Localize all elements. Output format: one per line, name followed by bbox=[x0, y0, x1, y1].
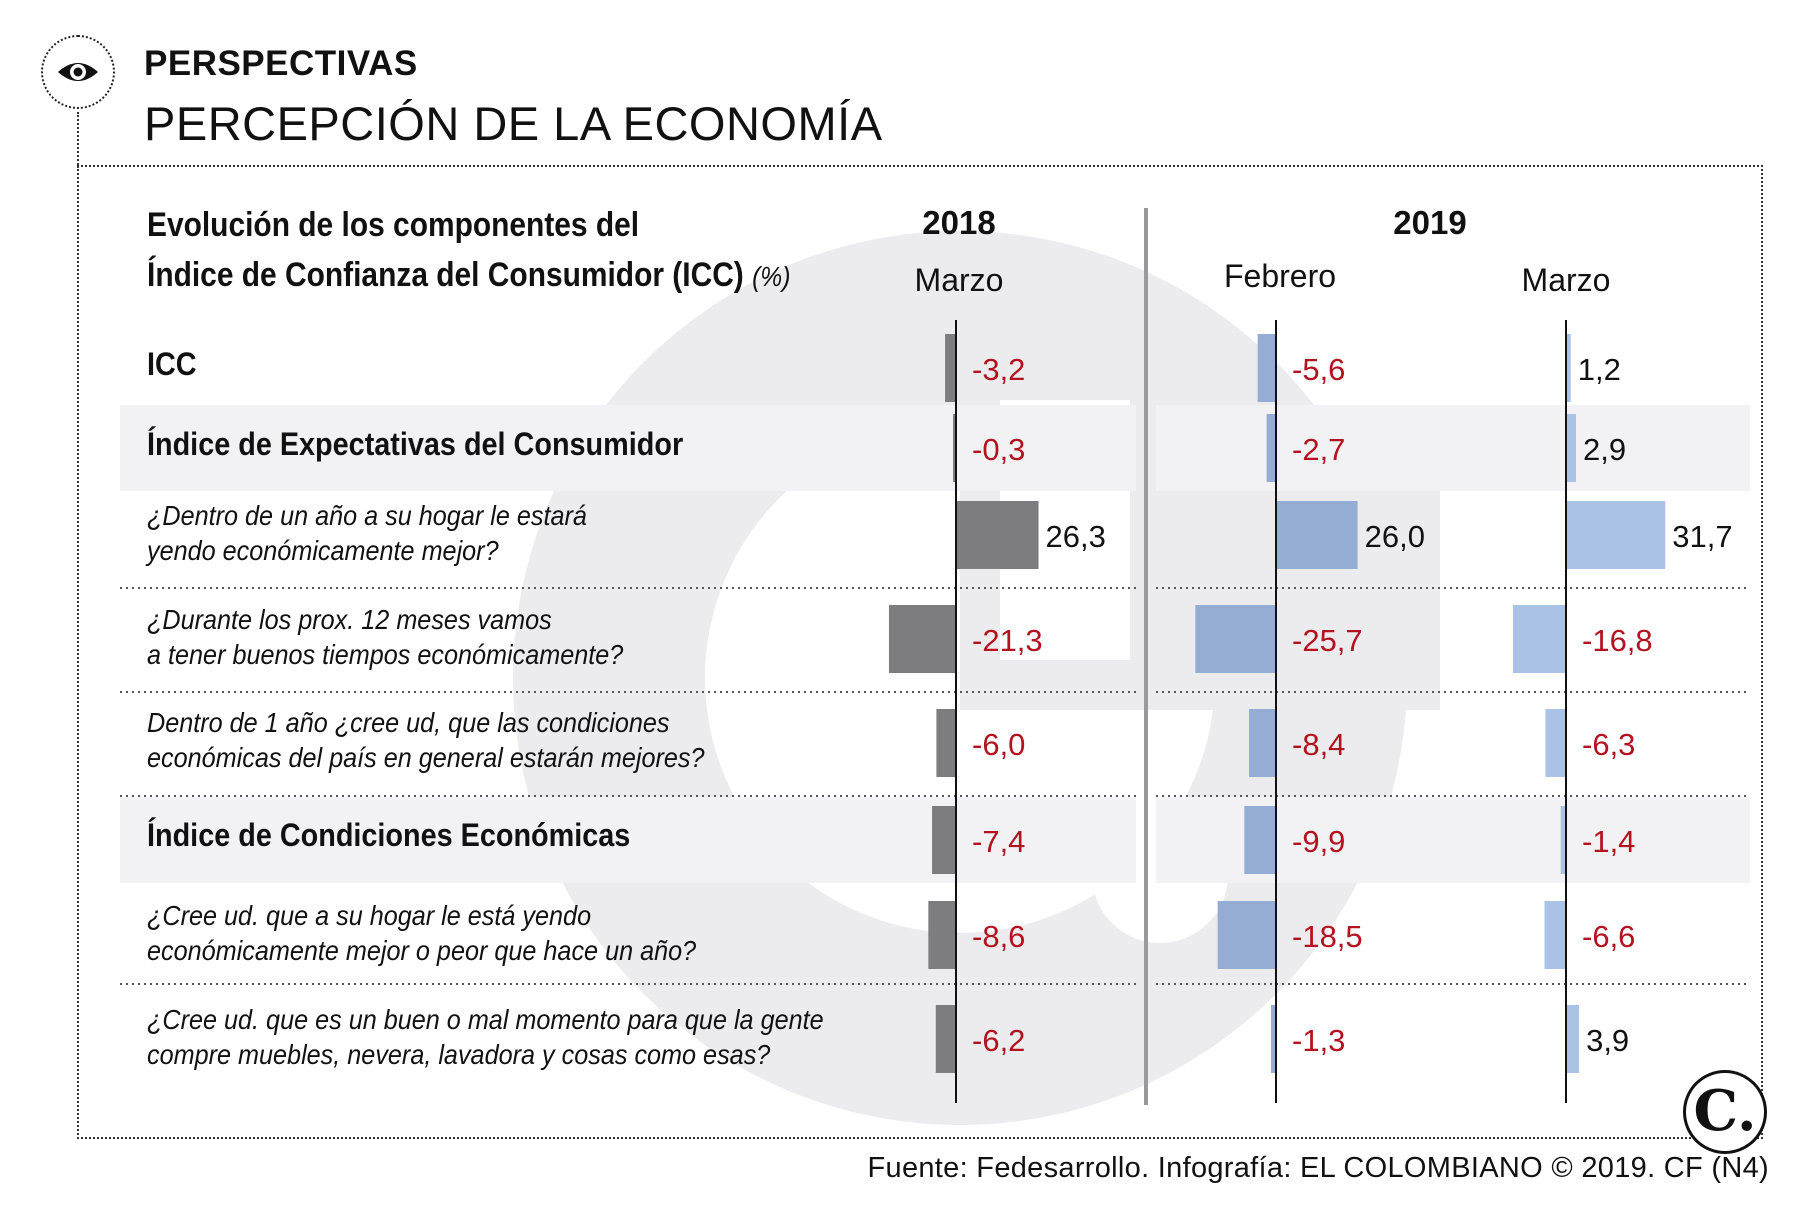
value-label-s2-r1: 2,9 bbox=[1583, 432, 1626, 467]
value-label-s0-r4: -6,0 bbox=[972, 727, 1025, 762]
month-label-marzo-2019: Marzo bbox=[1521, 262, 1611, 298]
chart-unit: (%) bbox=[752, 261, 791, 292]
bar-s1-r6 bbox=[1217, 901, 1275, 969]
header-connector-line bbox=[77, 112, 79, 168]
row-label-line1: Índice de Expectativas del Consumidor bbox=[147, 426, 684, 462]
bar-s0-r5 bbox=[932, 806, 955, 874]
row-label-line1: ¿Cree ud. que a su hogar le está yendo bbox=[147, 900, 592, 931]
bar-s1-r4 bbox=[1248, 709, 1275, 777]
row-label-line2: económicas del país en general estarán m… bbox=[147, 742, 705, 773]
bar-s1-r3 bbox=[1195, 605, 1275, 673]
row-label-line1: Índice de Condiciones Económicas bbox=[147, 817, 631, 853]
bar-s2-r5 bbox=[1560, 806, 1565, 874]
bar-s0-r0 bbox=[945, 334, 955, 402]
row-label-line1: Dentro de 1 año ¿cree ud, que las condic… bbox=[147, 707, 670, 738]
bar-s2-r1 bbox=[1567, 414, 1576, 482]
value-label-s0-r5: -7,4 bbox=[972, 824, 1025, 859]
value-label-s2-r2: 31,7 bbox=[1672, 519, 1732, 554]
chart-title-line1: Evolución de los componentes del bbox=[147, 206, 640, 244]
bar-s1-r0 bbox=[1257, 334, 1275, 402]
bar-s0-r2 bbox=[957, 501, 1039, 569]
row-label-5: Índice de Condiciones Económicas bbox=[147, 818, 630, 853]
bar-s1-r1 bbox=[1266, 414, 1275, 482]
row-label-1: Índice de Expectativas del Consumidor bbox=[147, 427, 683, 462]
value-label-s2-r0: 1,2 bbox=[1578, 352, 1621, 387]
el-colombiano-logo-icon: C. bbox=[1683, 1070, 1767, 1154]
year-label-2018: 2018 bbox=[922, 204, 996, 241]
eye-icon bbox=[41, 35, 115, 109]
value-label-s1-r3: -25,7 bbox=[1292, 623, 1363, 658]
source-footer: Fuente: Fedesarrollo. Infografía: EL COL… bbox=[867, 1152, 1769, 1184]
value-label-s1-r2: 26,0 bbox=[1365, 519, 1425, 554]
row-label-line1: ¿Cree ud. que es un buen o mal momento p… bbox=[147, 1004, 824, 1035]
bar-s2-r4 bbox=[1545, 709, 1565, 777]
row-label-2: ¿Dentro de un año a su hogar le estará ye… bbox=[147, 498, 587, 568]
row-label-line2: compre muebles, nevera, lavadora y cosas… bbox=[147, 1039, 771, 1070]
bar-s1-r7 bbox=[1270, 1005, 1275, 1073]
value-label-s2-r6: -6,6 bbox=[1582, 919, 1635, 954]
bar-s0-r6 bbox=[928, 901, 955, 969]
bar-s0-r7 bbox=[935, 1005, 955, 1073]
row-label-line2: a tener buenos tiempos económicamente? bbox=[147, 639, 624, 670]
row-label-0: ICC bbox=[147, 347, 197, 382]
row-label-7: ¿Cree ud. que es un buen o mal momento p… bbox=[147, 1002, 824, 1072]
value-label-s0-r2: 26,3 bbox=[1046, 519, 1106, 554]
row-label-line1: ¿Dentro de un año a su hogar le estará bbox=[147, 500, 587, 531]
value-label-s0-r1: -0,3 bbox=[972, 432, 1025, 467]
row-band-5-0 bbox=[120, 797, 1136, 883]
bar-s0-r3 bbox=[888, 605, 955, 673]
bar-s2-r3 bbox=[1512, 605, 1565, 673]
value-label-s2-r3: -16,8 bbox=[1582, 623, 1653, 658]
value-label-s0-r3: -21,3 bbox=[972, 623, 1043, 658]
row-label-4: Dentro de 1 año ¿cree ud, que las condic… bbox=[147, 705, 705, 775]
bar-s2-r6 bbox=[1544, 901, 1565, 969]
row-label-6: ¿Cree ud. que a su hogar le está yendo ec… bbox=[147, 898, 696, 968]
page-title: PERCEPCIÓN DE LA ECONOMÍA bbox=[144, 97, 883, 150]
row-label-line1: ¿Durante los prox. 12 meses vamos bbox=[147, 604, 552, 635]
value-label-s1-r5: -9,9 bbox=[1292, 824, 1345, 859]
row-label-line2: yendo económicamente mejor? bbox=[147, 535, 499, 566]
value-label-s2-r5: -1,4 bbox=[1582, 824, 1635, 859]
row-label-3: ¿Durante los prox. 12 meses vamos a tener… bbox=[147, 602, 623, 672]
value-label-s1-r7: -1,3 bbox=[1292, 1023, 1345, 1058]
year-label-2019: 2019 bbox=[1393, 204, 1467, 241]
bar-s1-r5 bbox=[1244, 806, 1275, 874]
value-label-s2-r7: 3,9 bbox=[1586, 1023, 1629, 1058]
value-label-s0-r0: -3,2 bbox=[972, 352, 1025, 387]
bar-s0-r1 bbox=[953, 414, 955, 482]
chart-title: Evolución de los componentes del Índice … bbox=[147, 200, 790, 302]
section-kicker: PERSPECTIVAS bbox=[144, 44, 418, 83]
row-label-line1: ICC bbox=[147, 346, 197, 382]
row-band-1-1 bbox=[1156, 405, 1750, 491]
row-label-line2: económicamente mejor o peor que hace un … bbox=[147, 935, 697, 966]
value-label-s2-r4: -6,3 bbox=[1582, 727, 1635, 762]
value-label-s1-r0: -5,6 bbox=[1292, 352, 1345, 387]
bar-s2-r0 bbox=[1567, 334, 1571, 402]
value-label-s0-r6: -8,6 bbox=[972, 919, 1025, 954]
value-label-s0-r7: -6,2 bbox=[972, 1023, 1025, 1058]
value-label-s1-r1: -2,7 bbox=[1292, 432, 1345, 467]
bar-s2-r7 bbox=[1567, 1005, 1580, 1073]
bar-s0-r4 bbox=[936, 709, 955, 777]
value-label-s1-r4: -8,4 bbox=[1292, 727, 1345, 762]
chart-title-line2: Índice de Confianza del Consumidor (ICC) bbox=[147, 256, 744, 294]
bar-s2-r2 bbox=[1567, 501, 1666, 569]
chart-frame bbox=[77, 165, 1763, 1139]
month-label-marzo-2018: Marzo bbox=[914, 262, 1004, 298]
month-label-febrero-2019: Febrero bbox=[1223, 258, 1337, 294]
bar-s1-r2 bbox=[1277, 501, 1358, 569]
row-band-1-0 bbox=[120, 405, 1136, 491]
value-label-s1-r6: -18,5 bbox=[1292, 919, 1363, 954]
